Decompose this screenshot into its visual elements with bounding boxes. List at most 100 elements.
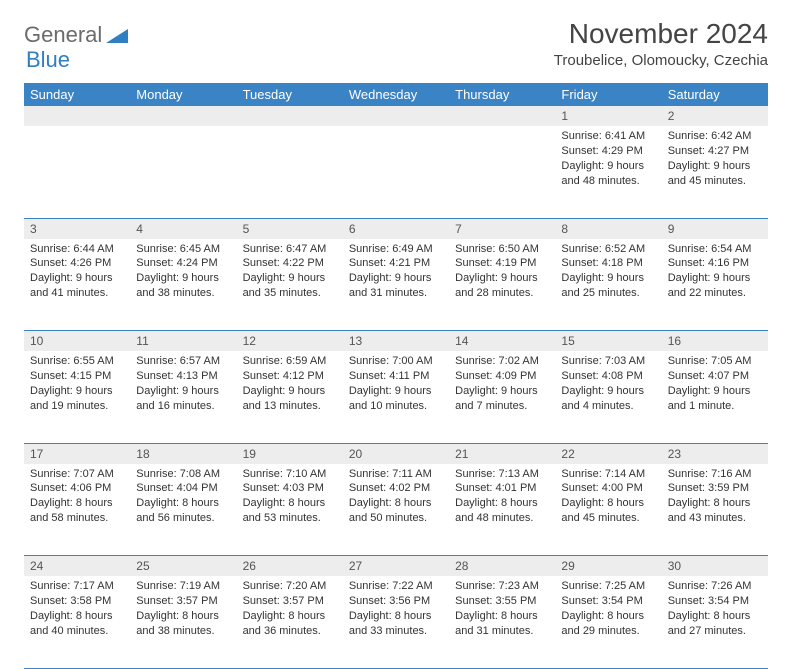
sunrise-text: Sunrise: 7:14 AM	[561, 467, 655, 482]
day-number-cell: 8	[555, 218, 661, 239]
day-content-cell	[343, 126, 449, 218]
day-number-cell	[24, 106, 130, 126]
day-number-cell: 18	[130, 443, 236, 464]
day-content-row: Sunrise: 6:55 AMSunset: 4:15 PMDaylight:…	[24, 351, 768, 443]
day-number-cell	[237, 106, 343, 126]
day-content-cell: Sunrise: 7:16 AMSunset: 3:59 PMDaylight:…	[662, 464, 768, 556]
sunrise-text: Sunrise: 7:22 AM	[349, 579, 443, 594]
day-number-cell	[343, 106, 449, 126]
day-details: Sunrise: 7:13 AMSunset: 4:01 PMDaylight:…	[449, 464, 555, 532]
daylight-text: Daylight: 9 hours and 16 minutes.	[136, 384, 230, 414]
sunrise-text: Sunrise: 7:17 AM	[30, 579, 124, 594]
daylight-text: Daylight: 9 hours and 22 minutes.	[668, 271, 762, 301]
day-details: Sunrise: 7:14 AMSunset: 4:00 PMDaylight:…	[555, 464, 661, 532]
day-number-cell: 4	[130, 218, 236, 239]
sunset-text: Sunset: 4:03 PM	[243, 481, 337, 496]
sunrise-text: Sunrise: 7:16 AM	[668, 467, 762, 482]
day-number-cell: 25	[130, 556, 236, 577]
sunrise-text: Sunrise: 7:10 AM	[243, 467, 337, 482]
sunset-text: Sunset: 3:57 PM	[243, 594, 337, 609]
day-content-cell: Sunrise: 7:03 AMSunset: 4:08 PMDaylight:…	[555, 351, 661, 443]
sunset-text: Sunset: 4:27 PM	[668, 144, 762, 159]
daylight-text: Daylight: 9 hours and 41 minutes.	[30, 271, 124, 301]
day-content-cell	[237, 126, 343, 218]
daylight-text: Daylight: 9 hours and 45 minutes.	[668, 159, 762, 189]
daylight-text: Daylight: 8 hours and 33 minutes.	[349, 609, 443, 639]
sunset-text: Sunset: 3:57 PM	[136, 594, 230, 609]
sunrise-text: Sunrise: 6:42 AM	[668, 129, 762, 144]
sunrise-text: Sunrise: 6:49 AM	[349, 242, 443, 257]
day-content-cell: Sunrise: 6:57 AMSunset: 4:13 PMDaylight:…	[130, 351, 236, 443]
day-number-cell: 15	[555, 331, 661, 352]
daylight-text: Daylight: 8 hours and 48 minutes.	[455, 496, 549, 526]
day-number-cell: 24	[24, 556, 130, 577]
day-content-cell: Sunrise: 7:19 AMSunset: 3:57 PMDaylight:…	[130, 576, 236, 668]
daylight-text: Daylight: 8 hours and 43 minutes.	[668, 496, 762, 526]
sunrise-text: Sunrise: 7:00 AM	[349, 354, 443, 369]
day-details: Sunrise: 7:22 AMSunset: 3:56 PMDaylight:…	[343, 576, 449, 644]
day-number-cell: 13	[343, 331, 449, 352]
sunrise-text: Sunrise: 6:59 AM	[243, 354, 337, 369]
day-number-cell: 12	[237, 331, 343, 352]
daylight-text: Daylight: 8 hours and 56 minutes.	[136, 496, 230, 526]
daylight-text: Daylight: 9 hours and 13 minutes.	[243, 384, 337, 414]
day-content-cell: Sunrise: 6:41 AMSunset: 4:29 PMDaylight:…	[555, 126, 661, 218]
day-details: Sunrise: 6:54 AMSunset: 4:16 PMDaylight:…	[662, 239, 768, 307]
sunrise-text: Sunrise: 6:45 AM	[136, 242, 230, 257]
day-content-row: Sunrise: 7:07 AMSunset: 4:06 PMDaylight:…	[24, 464, 768, 556]
sunset-text: Sunset: 4:07 PM	[668, 369, 762, 384]
day-details: Sunrise: 6:47 AMSunset: 4:22 PMDaylight:…	[237, 239, 343, 307]
sunset-text: Sunset: 3:54 PM	[561, 594, 655, 609]
sunset-text: Sunset: 4:02 PM	[349, 481, 443, 496]
day-details: Sunrise: 7:25 AMSunset: 3:54 PMDaylight:…	[555, 576, 661, 644]
weekday-header: Friday	[555, 83, 661, 106]
day-number-cell: 3	[24, 218, 130, 239]
sunset-text: Sunset: 4:00 PM	[561, 481, 655, 496]
day-details: Sunrise: 7:07 AMSunset: 4:06 PMDaylight:…	[24, 464, 130, 532]
day-content-cell	[449, 126, 555, 218]
day-details: Sunrise: 6:52 AMSunset: 4:18 PMDaylight:…	[555, 239, 661, 307]
day-details: Sunrise: 6:50 AMSunset: 4:19 PMDaylight:…	[449, 239, 555, 307]
sunset-text: Sunset: 4:04 PM	[136, 481, 230, 496]
day-number-row: 17181920212223	[24, 443, 768, 464]
sunrise-text: Sunrise: 6:50 AM	[455, 242, 549, 257]
day-content-cell: Sunrise: 7:20 AMSunset: 3:57 PMDaylight:…	[237, 576, 343, 668]
daylight-text: Daylight: 9 hours and 10 minutes.	[349, 384, 443, 414]
weekday-header: Thursday	[449, 83, 555, 106]
sunrise-text: Sunrise: 7:20 AM	[243, 579, 337, 594]
day-details: Sunrise: 6:42 AMSunset: 4:27 PMDaylight:…	[662, 126, 768, 194]
day-content-cell: Sunrise: 7:25 AMSunset: 3:54 PMDaylight:…	[555, 576, 661, 668]
day-content-cell: Sunrise: 7:14 AMSunset: 4:00 PMDaylight:…	[555, 464, 661, 556]
sunset-text: Sunset: 4:19 PM	[455, 256, 549, 271]
sunset-text: Sunset: 4:21 PM	[349, 256, 443, 271]
sunset-text: Sunset: 4:26 PM	[30, 256, 124, 271]
day-content-cell: Sunrise: 6:50 AMSunset: 4:19 PMDaylight:…	[449, 239, 555, 331]
day-details: Sunrise: 7:10 AMSunset: 4:03 PMDaylight:…	[237, 464, 343, 532]
sunrise-text: Sunrise: 6:55 AM	[30, 354, 124, 369]
day-details: Sunrise: 6:55 AMSunset: 4:15 PMDaylight:…	[24, 351, 130, 419]
weekday-header: Monday	[130, 83, 236, 106]
day-number-cell: 5	[237, 218, 343, 239]
sunset-text: Sunset: 4:11 PM	[349, 369, 443, 384]
day-content-cell: Sunrise: 7:02 AMSunset: 4:09 PMDaylight:…	[449, 351, 555, 443]
day-number-cell	[449, 106, 555, 126]
day-content-cell: Sunrise: 6:45 AMSunset: 4:24 PMDaylight:…	[130, 239, 236, 331]
calendar-table: SundayMondayTuesdayWednesdayThursdayFrid…	[24, 83, 768, 669]
daylight-text: Daylight: 8 hours and 50 minutes.	[349, 496, 443, 526]
sunrise-text: Sunrise: 7:19 AM	[136, 579, 230, 594]
sunset-text: Sunset: 3:54 PM	[668, 594, 762, 609]
daylight-text: Daylight: 8 hours and 40 minutes.	[30, 609, 124, 639]
sunset-text: Sunset: 3:56 PM	[349, 594, 443, 609]
sunrise-text: Sunrise: 7:03 AM	[561, 354, 655, 369]
day-number-cell	[130, 106, 236, 126]
daylight-text: Daylight: 8 hours and 31 minutes.	[455, 609, 549, 639]
daylight-text: Daylight: 9 hours and 25 minutes.	[561, 271, 655, 301]
sunrise-text: Sunrise: 7:08 AM	[136, 467, 230, 482]
day-details: Sunrise: 6:41 AMSunset: 4:29 PMDaylight:…	[555, 126, 661, 194]
sunset-text: Sunset: 3:59 PM	[668, 481, 762, 496]
day-number-cell: 7	[449, 218, 555, 239]
day-number-cell: 20	[343, 443, 449, 464]
day-content-cell: Sunrise: 6:47 AMSunset: 4:22 PMDaylight:…	[237, 239, 343, 331]
day-content-cell: Sunrise: 6:42 AMSunset: 4:27 PMDaylight:…	[662, 126, 768, 218]
day-content-cell	[130, 126, 236, 218]
